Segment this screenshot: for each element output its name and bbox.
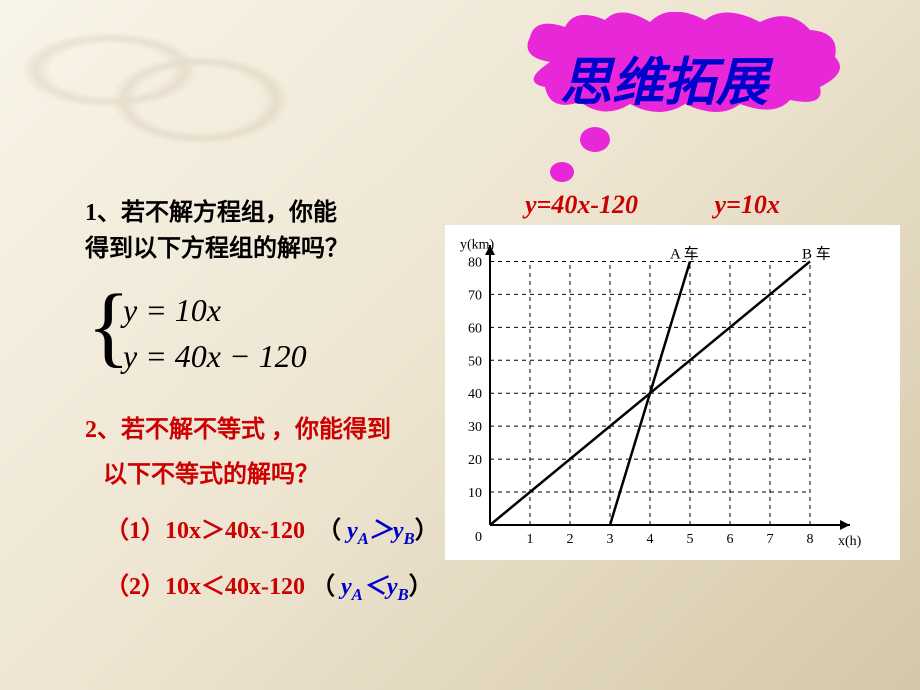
ineq2-expr: 10x＜40x-120 xyxy=(165,574,305,600)
q2-line-b: 以下不等式的解吗？ xyxy=(103,462,319,488)
ineq1-expr: 10x＞40x-120 xyxy=(165,518,305,544)
question-1: 1、若不解方程组，你能 得到以下方程组的解吗？ xyxy=(85,195,445,267)
svg-text:40: 40 xyxy=(468,387,482,402)
svg-text:2: 2 xyxy=(567,532,574,547)
ineq1-ya: yA xyxy=(347,518,369,544)
left-text-panel: 1、若不解方程组，你能 得到以下方程组的解吗？ { y = 10x y = 40… xyxy=(85,195,445,612)
background-decoration xyxy=(20,10,320,160)
chart-eq-label-a: y=40x-120 xyxy=(525,190,638,219)
svg-text:0: 0 xyxy=(475,530,482,545)
svg-text:7: 7 xyxy=(767,532,774,547)
svg-text:3: 3 xyxy=(607,532,614,547)
svg-text:4: 4 xyxy=(647,532,654,547)
q2-number: 2、 xyxy=(85,417,121,443)
svg-text:10: 10 xyxy=(468,486,482,501)
svg-text:20: 20 xyxy=(468,453,482,468)
svg-text:70: 70 xyxy=(468,288,482,303)
svg-text:80: 80 xyxy=(468,255,482,270)
ineq2-ya: yA xyxy=(341,574,363,600)
svg-text:8: 8 xyxy=(807,532,814,547)
svg-text:6: 6 xyxy=(727,532,734,547)
chart-eq-label-b: y=10x xyxy=(715,190,780,219)
line-chart: 1 2 3 4 5 6 7 8 10 20 30 40 50 60 70 80 0 x(h) y(km) A 车 B 车 xyxy=(445,225,900,560)
q2-line-a: 若不解不等式 ，你能得到 xyxy=(121,417,391,443)
chart-equation-labels: y=40x-120 y=10x xyxy=(525,190,780,220)
question-2: 2、若不解不等式 ，你能得到 以下不等式的解吗？ xyxy=(85,408,445,499)
inequality-2: （2）10x＜40x-120 （ yA＜yB） xyxy=(105,563,445,611)
equation-2: y = 40x − 120 xyxy=(123,333,445,379)
ineq2-number: （2） xyxy=(105,574,165,600)
svg-text:50: 50 xyxy=(468,354,482,369)
equation-system: { y = 10x y = 40x − 120 xyxy=(95,287,445,380)
ineq1-number: （1） xyxy=(105,518,165,544)
ineq2-yb: yB xyxy=(387,574,409,600)
q1-line-a: 若不解方程组，你能 xyxy=(121,200,337,226)
svg-text:60: 60 xyxy=(468,321,482,336)
left-brace: { xyxy=(87,282,130,372)
svg-text:y(km): y(km) xyxy=(460,237,495,252)
svg-text:30: 30 xyxy=(468,420,482,435)
cloud-bubble xyxy=(550,162,574,182)
svg-text:B 车: B 车 xyxy=(802,245,831,262)
cloud-bubble xyxy=(580,127,610,152)
thought-cloud: 思维拓展 xyxy=(480,12,870,132)
svg-text:5: 5 xyxy=(687,532,694,547)
svg-text:A 车: A 车 xyxy=(670,245,699,262)
equation-1: y = 10x xyxy=(123,287,445,333)
inequality-1: （1）10x＞40x-120 （ yA＞yB） xyxy=(105,507,445,555)
svg-text:1: 1 xyxy=(527,532,534,547)
cloud-title: 思维拓展 xyxy=(560,40,768,115)
ineq1-yb: yB xyxy=(393,518,415,544)
svg-text:x(h): x(h) xyxy=(838,534,862,549)
q1-number: 1、 xyxy=(85,200,121,226)
q1-line-b: 得到以下方程组的解吗？ xyxy=(85,236,349,262)
